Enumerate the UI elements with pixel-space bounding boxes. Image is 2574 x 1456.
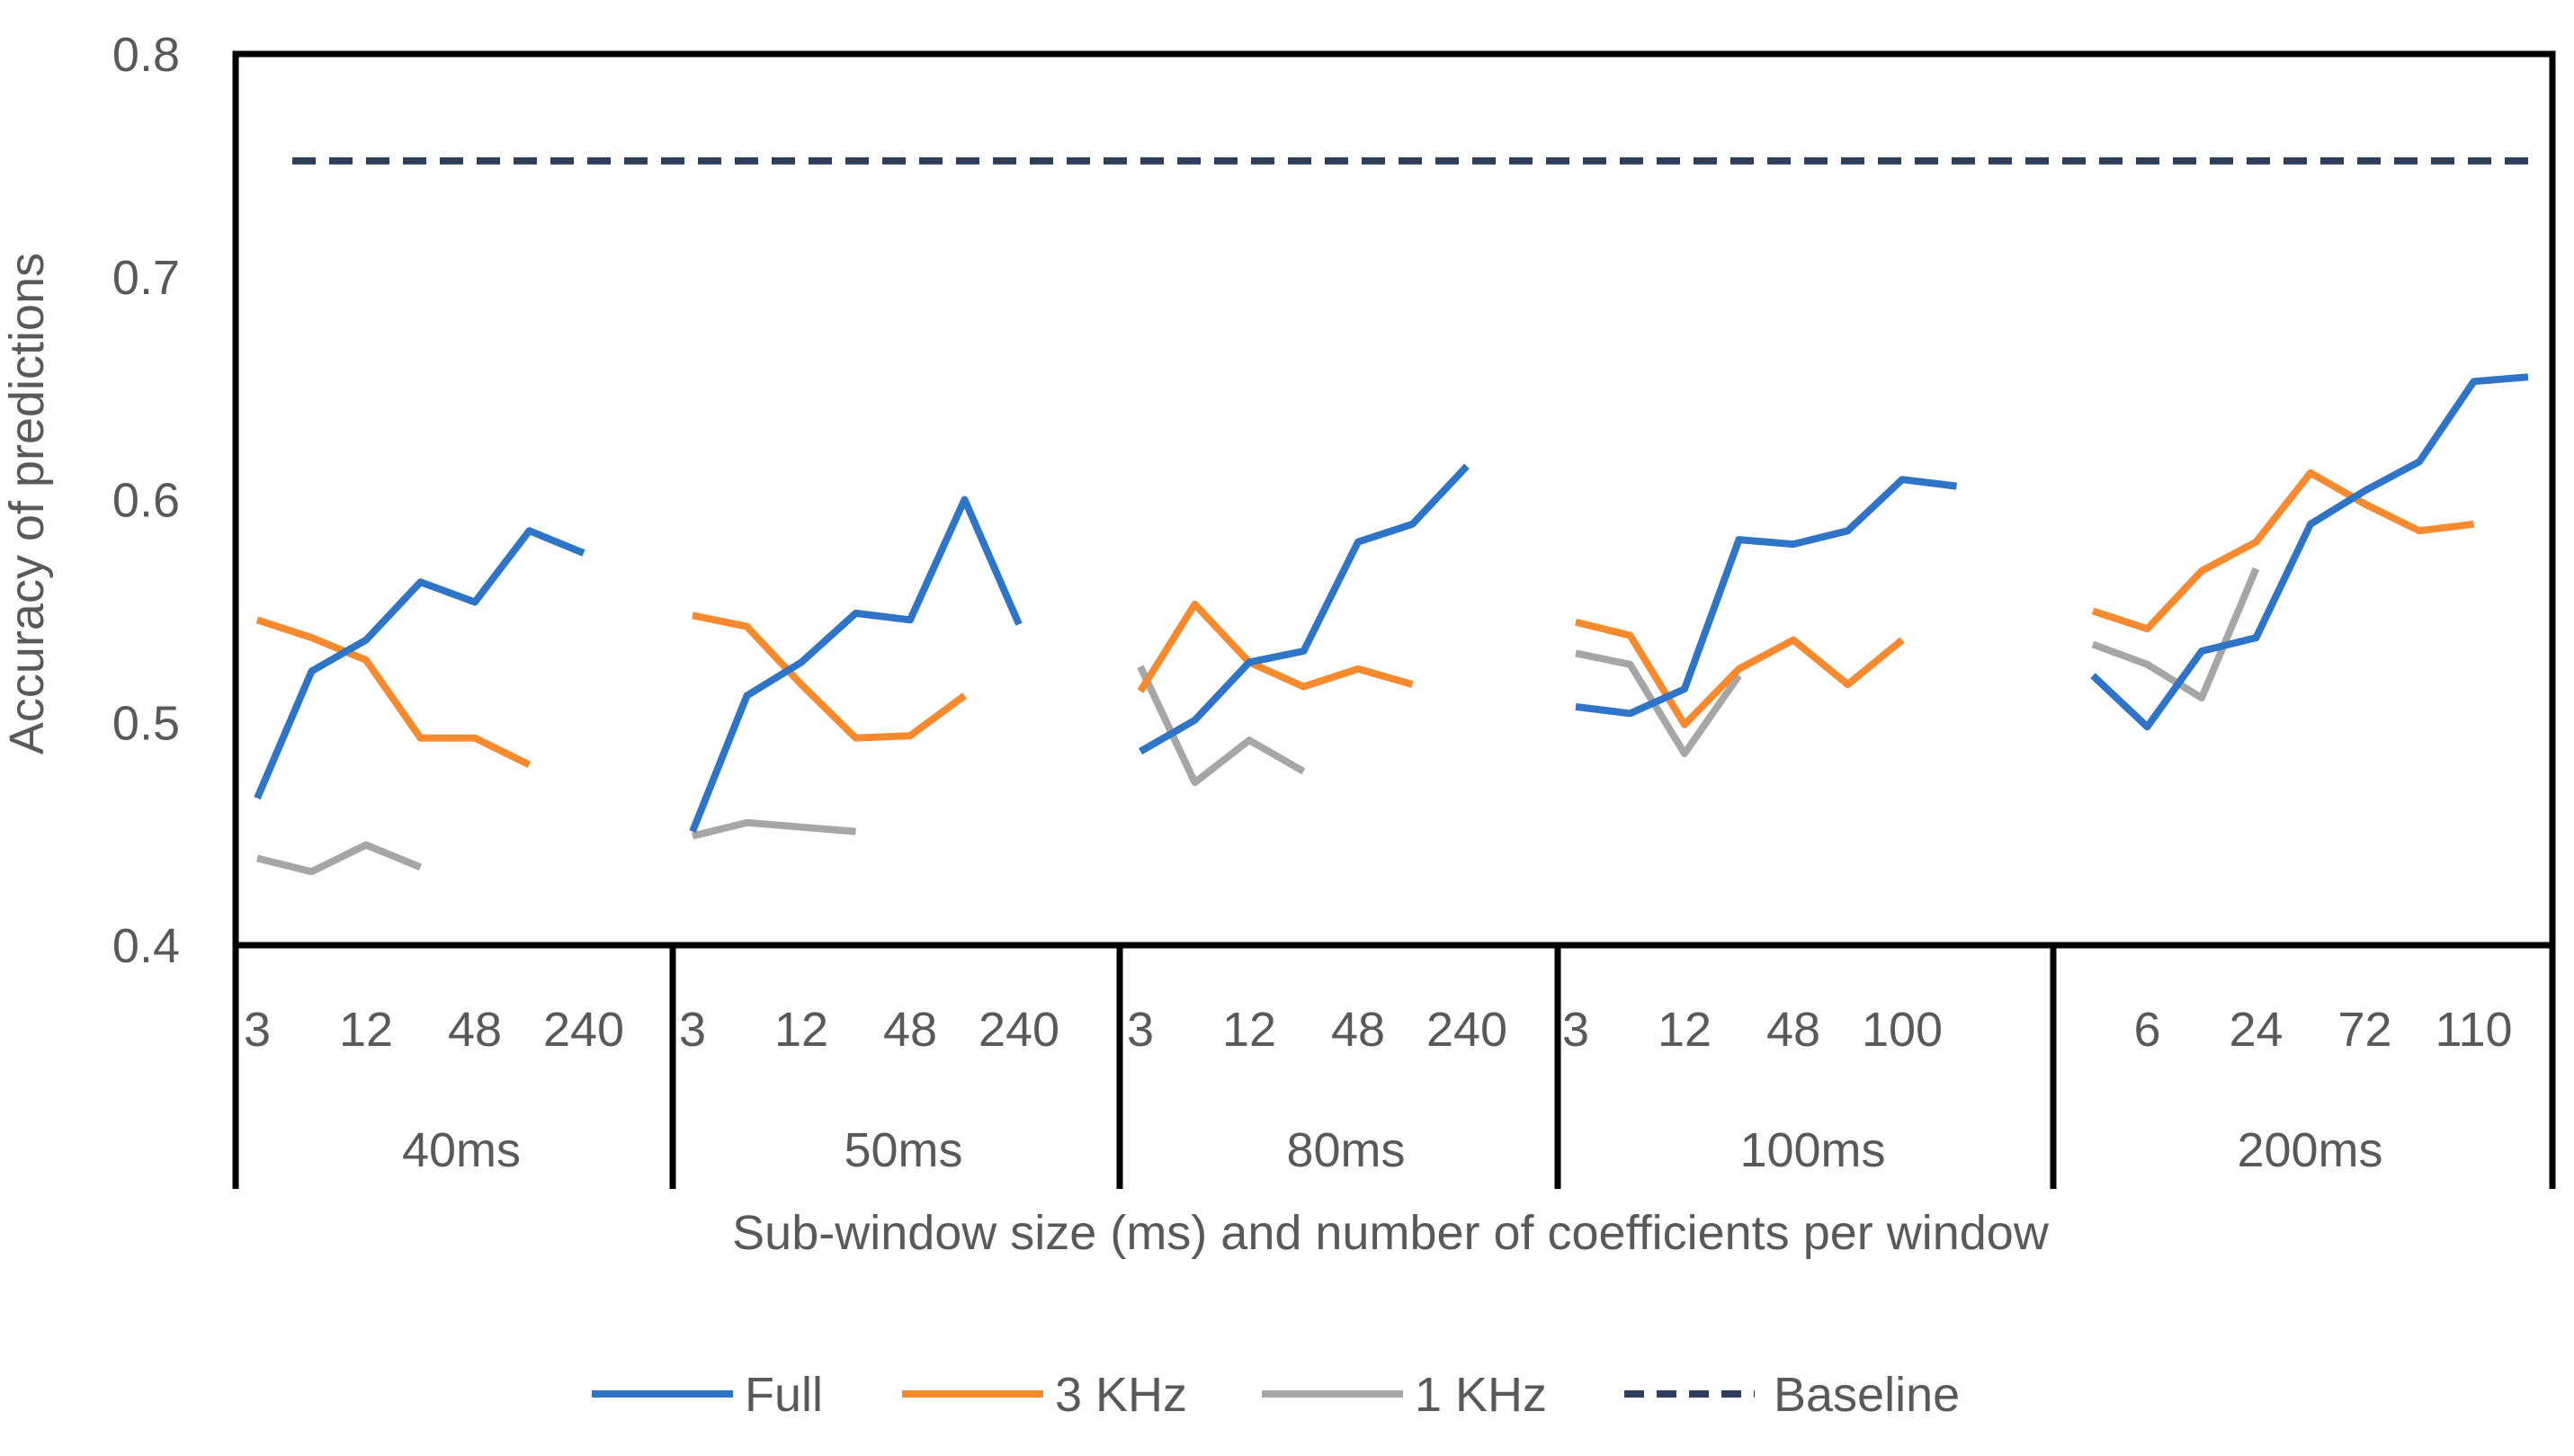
x-axis-title: Sub-window size (ms) and number of coeff… — [732, 1206, 2050, 1260]
3-khz-series-line-40ms — [255, 616, 532, 768]
group-label-200ms: 200ms — [2237, 1123, 2382, 1177]
y-tick-label-0.8: 0.8 — [112, 28, 180, 82]
1-khz-series-line-50ms — [692, 818, 856, 840]
group-label-80ms: 80ms — [1286, 1123, 1405, 1177]
x-tick-label-50ms-3: 3 — [679, 1003, 706, 1057]
1-khz-series-line-80ms — [1137, 665, 1306, 787]
group-label-100ms: 100ms — [1739, 1123, 1885, 1177]
y-tick-label-0.5: 0.5 — [112, 696, 180, 750]
1-khz-series-line-100ms — [1575, 649, 1742, 757]
legend: Full 3 KHz 1 KHz Baseline — [592, 1368, 1960, 1422]
x-tick-label-100ms-48: 48 — [1766, 1003, 1820, 1057]
x-tick-label-100ms-3: 3 — [1562, 1003, 1589, 1057]
x-tick-label-50ms-12: 12 — [774, 1003, 828, 1057]
full-series-line-200ms — [2090, 373, 2529, 731]
full-series-line-80ms — [1139, 463, 1470, 755]
y-tick-label-0.7: 0.7 — [112, 251, 180, 305]
legend-label-1-khz: 1 KHz — [1415, 1368, 1547, 1422]
x-tick-label-100ms-12: 12 — [1658, 1003, 1712, 1057]
series-layer — [254, 156, 2530, 876]
full-series-line-50ms — [689, 496, 1023, 834]
x-tick-label-80ms-3: 3 — [1127, 1003, 1154, 1057]
x-tick-label-200ms-24: 24 — [2229, 1003, 2283, 1057]
x-tick-label-100ms-100: 100 — [1862, 1003, 1943, 1057]
y-tick-label-0.6: 0.6 — [112, 474, 180, 528]
group-label-50ms: 50ms — [844, 1123, 962, 1177]
x-tick-label-80ms-48: 48 — [1331, 1003, 1385, 1057]
x-tick-label-50ms-240: 240 — [979, 1003, 1059, 1057]
legend-label-baseline: Baseline — [1774, 1368, 1960, 1422]
y-tick-label-0.4: 0.4 — [112, 919, 180, 973]
3-khz-series-line-100ms — [1575, 618, 1905, 728]
x-tick-label-200ms-72: 72 — [2337, 1003, 2391, 1057]
x-tick-label-50ms-48: 48 — [883, 1003, 937, 1057]
3-khz-series-line-50ms — [692, 612, 967, 742]
x-tick-label-80ms-12: 12 — [1222, 1003, 1276, 1057]
legend-label-3-khz: 3 KHz — [1055, 1368, 1187, 1422]
axis-layer: 0.4 0.5 0.6 0.7 0.8 3 12 48 240 40ms 3 12 48 240 50ms 3… — [112, 28, 2513, 1177]
full-series-line-40ms — [254, 527, 585, 800]
3-khz-series-line-200ms — [2091, 469, 2474, 633]
x-tick-label-80ms-240: 240 — [1426, 1003, 1507, 1057]
x-tick-label-40ms-3: 3 — [244, 1003, 271, 1057]
1-khz-series-line-40ms — [256, 841, 423, 876]
legend-label-full: Full — [745, 1368, 823, 1422]
group-label-40ms: 40ms — [402, 1123, 521, 1177]
full-series-line-100ms — [1575, 476, 1957, 718]
x-tick-label-40ms-48: 48 — [448, 1003, 502, 1057]
chart-frame — [232, 50, 2556, 1189]
1-khz-series-line-200ms — [2091, 567, 2260, 701]
plot-area-border — [232, 50, 2556, 949]
x-tick-label-40ms-12: 12 — [339, 1003, 393, 1057]
x-tick-label-200ms-110: 110 — [2435, 1003, 2512, 1057]
x-tick-label-200ms-6: 6 — [2133, 1003, 2160, 1057]
3-khz-series-line-80ms — [1137, 600, 1414, 693]
y-axis-title: Accuracy of predictions — [0, 253, 54, 755]
x-tick-label-40ms-240: 240 — [543, 1003, 624, 1057]
